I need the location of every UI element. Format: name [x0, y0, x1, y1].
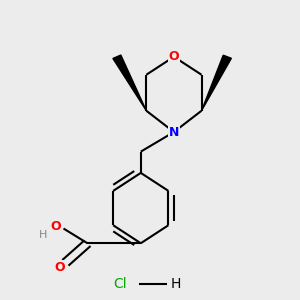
- Polygon shape: [202, 55, 231, 111]
- Text: H: H: [171, 277, 181, 291]
- Polygon shape: [113, 55, 146, 111]
- Text: N: N: [169, 125, 179, 139]
- Text: O: O: [51, 220, 62, 233]
- Text: H: H: [39, 230, 47, 240]
- Text: O: O: [55, 261, 65, 274]
- Text: O: O: [169, 50, 179, 63]
- Text: Cl: Cl: [114, 277, 128, 291]
